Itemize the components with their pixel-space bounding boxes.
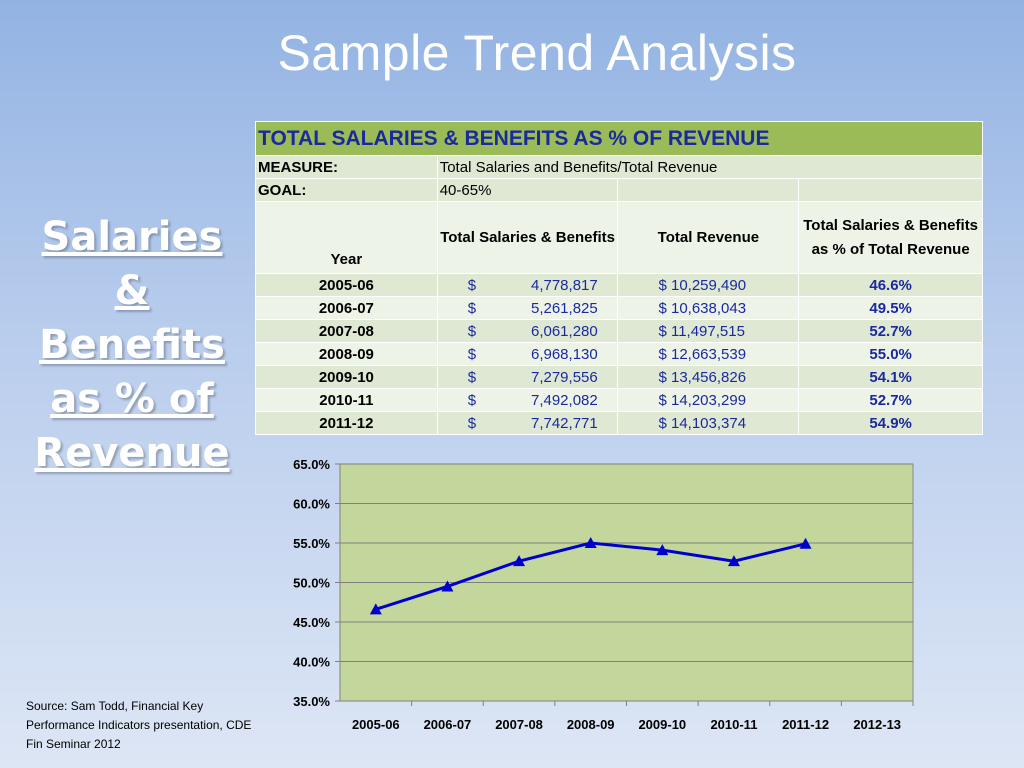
data-point-marker (727, 555, 740, 567)
salaries-cell: $6,061,280 (436, 319, 619, 343)
dollar-sign: $ (467, 276, 477, 294)
table-row: 2006-07 $5,261,825 $ 10,638,043 49.5% (255, 296, 983, 320)
y-tick-label: 45.0% (293, 615, 330, 630)
x-tick-label: 2011-12 (782, 717, 829, 732)
pct-cell: 52.7% (798, 388, 983, 412)
dollar-sign: $ (467, 414, 477, 432)
x-tick-label: 2007-08 (495, 717, 543, 732)
salaries-amount: 4,778,817 (530, 276, 598, 294)
trend-line-chart: 35.0% 40.0% 45.0% 50.0% 55.0% 60.0% 65.0% 2005-… (293, 457, 914, 732)
x-tick-label: 2010-11 (710, 717, 757, 732)
dollar-sign: $ (467, 299, 477, 317)
table-row: 2011-12 $7,742,771 $ 14,103,374 54.9% (255, 411, 983, 435)
y-tick-label: 55.0% (293, 536, 330, 551)
x-tick-label: 2006-07 (424, 717, 472, 732)
revenue-cell: $ 10,638,043 (617, 296, 800, 320)
revenue-cell: $ 12,663,539 (617, 342, 800, 366)
x-tick-label: 2012-13 (853, 717, 901, 732)
data-point-marker (656, 544, 669, 556)
x-tick-label: 2009-10 (638, 717, 686, 732)
table-row: 2007-08 $6,061,280 $ 11,497,515 52.7% (255, 319, 983, 343)
year-cell: 2010-11 (255, 388, 438, 412)
salaries-amount: 6,968,130 (530, 345, 598, 363)
col-header-pct: Total Salaries & Benefits as % of Total … (798, 201, 983, 274)
data-point-marker (369, 603, 382, 615)
year-cell: 2009-10 (255, 365, 438, 389)
data-point-marker (584, 537, 597, 548)
goal-empty-cell (798, 178, 983, 202)
slide-title: Sample Trend Analysis (277, 25, 797, 81)
dollar-sign: $ (467, 368, 477, 386)
pct-cell: 49.5% (798, 296, 983, 320)
table-row: 2010-11 $7,492,082 $ 14,203,299 52.7% (255, 388, 983, 412)
pct-cell: 54.1% (798, 365, 983, 389)
x-tick-label: 2008-09 (567, 717, 615, 732)
y-tick-label: 40.0% (293, 655, 330, 670)
year-cell: 2008-09 (255, 342, 438, 366)
y-tick-label: 65.0% (293, 457, 330, 472)
goal-label: GOAL: (255, 178, 438, 202)
salaries-amount: 6,061,280 (530, 322, 598, 340)
year-cell: 2011-12 (255, 411, 438, 435)
data-point-marker (513, 555, 526, 567)
salaries-amount: 7,279,556 (530, 368, 598, 386)
goal-empty-cell (617, 178, 800, 202)
col-header-revenue: Total Revenue (617, 201, 800, 274)
pct-cell: 46.6% (798, 273, 983, 297)
pct-cell: 55.0% (798, 342, 983, 366)
side-title: Salaries & Benefits as % of Revenue (34, 214, 230, 476)
col-header-year: Year (255, 201, 438, 274)
dollar-sign: $ (467, 391, 477, 409)
col-header-salaries: Total Salaries & Benefits (436, 201, 619, 274)
x-tick-label: 2005-06 (352, 717, 400, 732)
measure-value: Total Salaries and Benefits/Total Revenu… (436, 155, 984, 179)
y-tick-label: 35.0% (293, 694, 330, 709)
salaries-cell: $5,261,825 (436, 296, 619, 320)
y-tick-label: 60.0% (293, 497, 330, 512)
revenue-cell: $ 10,259,490 (617, 273, 800, 297)
source-note: Source: Sam Todd, Financial Key Performa… (26, 699, 252, 751)
year-cell: 2006-07 (255, 296, 438, 320)
year-cell: 2005-06 (255, 273, 438, 297)
revenue-cell: $ 14,103,374 (617, 411, 800, 435)
dollar-sign: $ (467, 345, 477, 363)
salaries-cell: $6,968,130 (436, 342, 619, 366)
salaries-amount: 7,742,771 (530, 414, 598, 432)
pct-cell: 52.7% (798, 319, 983, 343)
pct-cell: 54.9% (798, 411, 983, 435)
salaries-amount: 5,261,825 (530, 299, 598, 317)
salaries-cell: $7,742,771 (436, 411, 619, 435)
y-tick-label: 50.0% (293, 576, 330, 591)
revenue-cell: $ 11,497,515 (617, 319, 800, 343)
year-cell: 2007-08 (255, 319, 438, 343)
data-point-marker (441, 580, 454, 592)
goal-value: 40-65% (436, 178, 619, 202)
revenue-cell: $ 14,203,299 (617, 388, 800, 412)
table-row: 2005-06 $4,778,817 $ 10,259,490 46.6% (255, 273, 983, 297)
table-heading: TOTAL SALARIES & BENEFITS AS % OF REVENU… (255, 121, 983, 156)
dollar-sign: $ (467, 322, 477, 340)
salaries-cell: $7,279,556 (436, 365, 619, 389)
revenue-cell: $ 13,456,826 (617, 365, 800, 389)
salaries-cell: $7,492,082 (436, 388, 619, 412)
kpi-table: TOTAL SALARIES & BENEFITS AS % OF REVENU… (255, 121, 984, 435)
table-row: 2008-09 $6,968,130 $ 12,663,539 55.0% (255, 342, 983, 366)
table-row: 2009-10 $7,279,556 $ 13,456,826 54.1% (255, 365, 983, 389)
salaries-cell: $4,778,817 (436, 273, 619, 297)
measure-label: MEASURE: (255, 155, 438, 179)
salaries-amount: 7,492,082 (530, 391, 598, 409)
data-point-marker (799, 537, 812, 549)
